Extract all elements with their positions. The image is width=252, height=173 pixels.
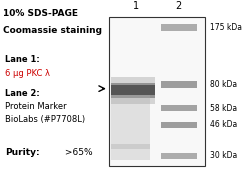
FancyBboxPatch shape (160, 122, 197, 128)
FancyBboxPatch shape (160, 24, 197, 31)
Text: 175 kDa: 175 kDa (209, 23, 241, 32)
FancyBboxPatch shape (111, 144, 150, 149)
FancyBboxPatch shape (160, 153, 197, 159)
FancyBboxPatch shape (111, 85, 154, 95)
Text: 1: 1 (132, 1, 138, 11)
Text: 80 kDa: 80 kDa (209, 80, 236, 89)
Text: 6 μg PKC λ: 6 μg PKC λ (5, 69, 50, 78)
FancyBboxPatch shape (160, 81, 197, 88)
Text: 10% SDS-PAGE: 10% SDS-PAGE (3, 9, 77, 18)
FancyBboxPatch shape (111, 83, 154, 98)
Text: 58 kDa: 58 kDa (209, 103, 236, 112)
FancyBboxPatch shape (108, 17, 204, 166)
Text: 2: 2 (174, 1, 180, 11)
Text: Protein Marker: Protein Marker (5, 102, 67, 111)
FancyBboxPatch shape (111, 95, 150, 160)
FancyBboxPatch shape (160, 105, 197, 111)
Text: Lane 1:: Lane 1: (5, 55, 40, 64)
Text: BioLabs (#P7708L): BioLabs (#P7708L) (5, 115, 85, 124)
Text: >65%: >65% (62, 148, 92, 157)
Text: Coomassie staining: Coomassie staining (3, 26, 101, 35)
FancyBboxPatch shape (111, 77, 154, 104)
Text: Purity:: Purity: (5, 148, 40, 157)
Text: Lane 2:: Lane 2: (5, 89, 40, 98)
Text: 46 kDa: 46 kDa (209, 120, 236, 129)
Text: 30 kDa: 30 kDa (209, 151, 236, 160)
